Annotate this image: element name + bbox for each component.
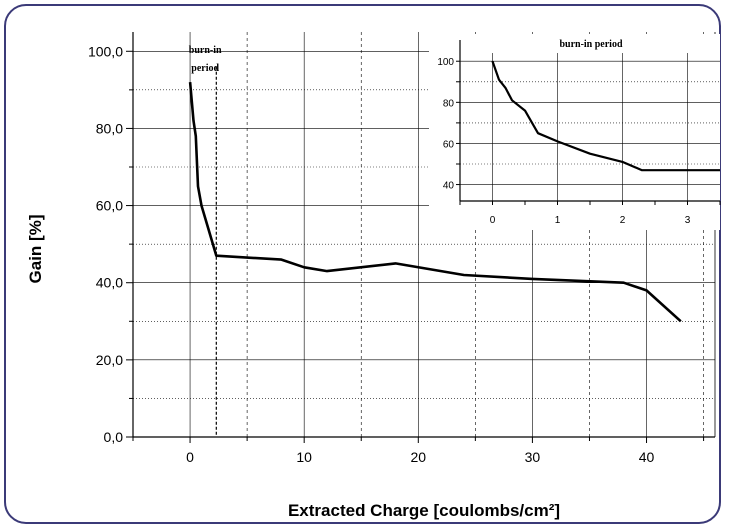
inset-grid bbox=[460, 53, 720, 201]
inset-title: burn-in period bbox=[559, 39, 623, 50]
y-tick-label: 80,0 bbox=[96, 120, 123, 136]
y-tick-label: 20,0 bbox=[96, 352, 123, 368]
chart-frame bbox=[4, 4, 721, 524]
y-tick-label: 40,0 bbox=[96, 275, 123, 291]
inset-x-tick-label: 1 bbox=[555, 215, 561, 226]
inset-x-tick-label: 0 bbox=[490, 215, 496, 226]
inset-axes bbox=[456, 40, 721, 205]
gain-series-line bbox=[188, 81, 682, 323]
y-tick-label: 0,0 bbox=[104, 429, 124, 445]
x-tick-label: 10 bbox=[296, 449, 312, 465]
inset-y-tick-label: 40 bbox=[443, 181, 455, 192]
y-tick-label: 100,0 bbox=[88, 43, 123, 59]
burn-in-label-line2: period bbox=[191, 63, 219, 74]
inset-x-tick-label: 2 bbox=[620, 215, 626, 226]
inset-series-line bbox=[491, 60, 720, 172]
inset-x-tick-label: 3 bbox=[685, 215, 691, 226]
y-tick-label: 60,0 bbox=[96, 198, 123, 214]
burn-in-label-line1: burn-in bbox=[189, 45, 222, 56]
x-tick-label: 20 bbox=[411, 449, 427, 465]
x-tick-label: 40 bbox=[639, 449, 655, 465]
x-tick-label: 0 bbox=[186, 449, 194, 465]
x-axis-title: Extracted Charge [coulombs/cm²] bbox=[288, 501, 560, 520]
y-axis-title: Gain [%] bbox=[26, 215, 45, 284]
inset-y-tick-label: 80 bbox=[443, 98, 455, 109]
inset-background bbox=[429, 34, 720, 230]
inset-tick-labels: 0 1 2 3 40 60 80 100 bbox=[437, 57, 690, 226]
inset-y-tick-label: 100 bbox=[437, 57, 454, 68]
inset-y-tick-label: 60 bbox=[443, 139, 455, 150]
x-tick-label: 30 bbox=[525, 449, 541, 465]
